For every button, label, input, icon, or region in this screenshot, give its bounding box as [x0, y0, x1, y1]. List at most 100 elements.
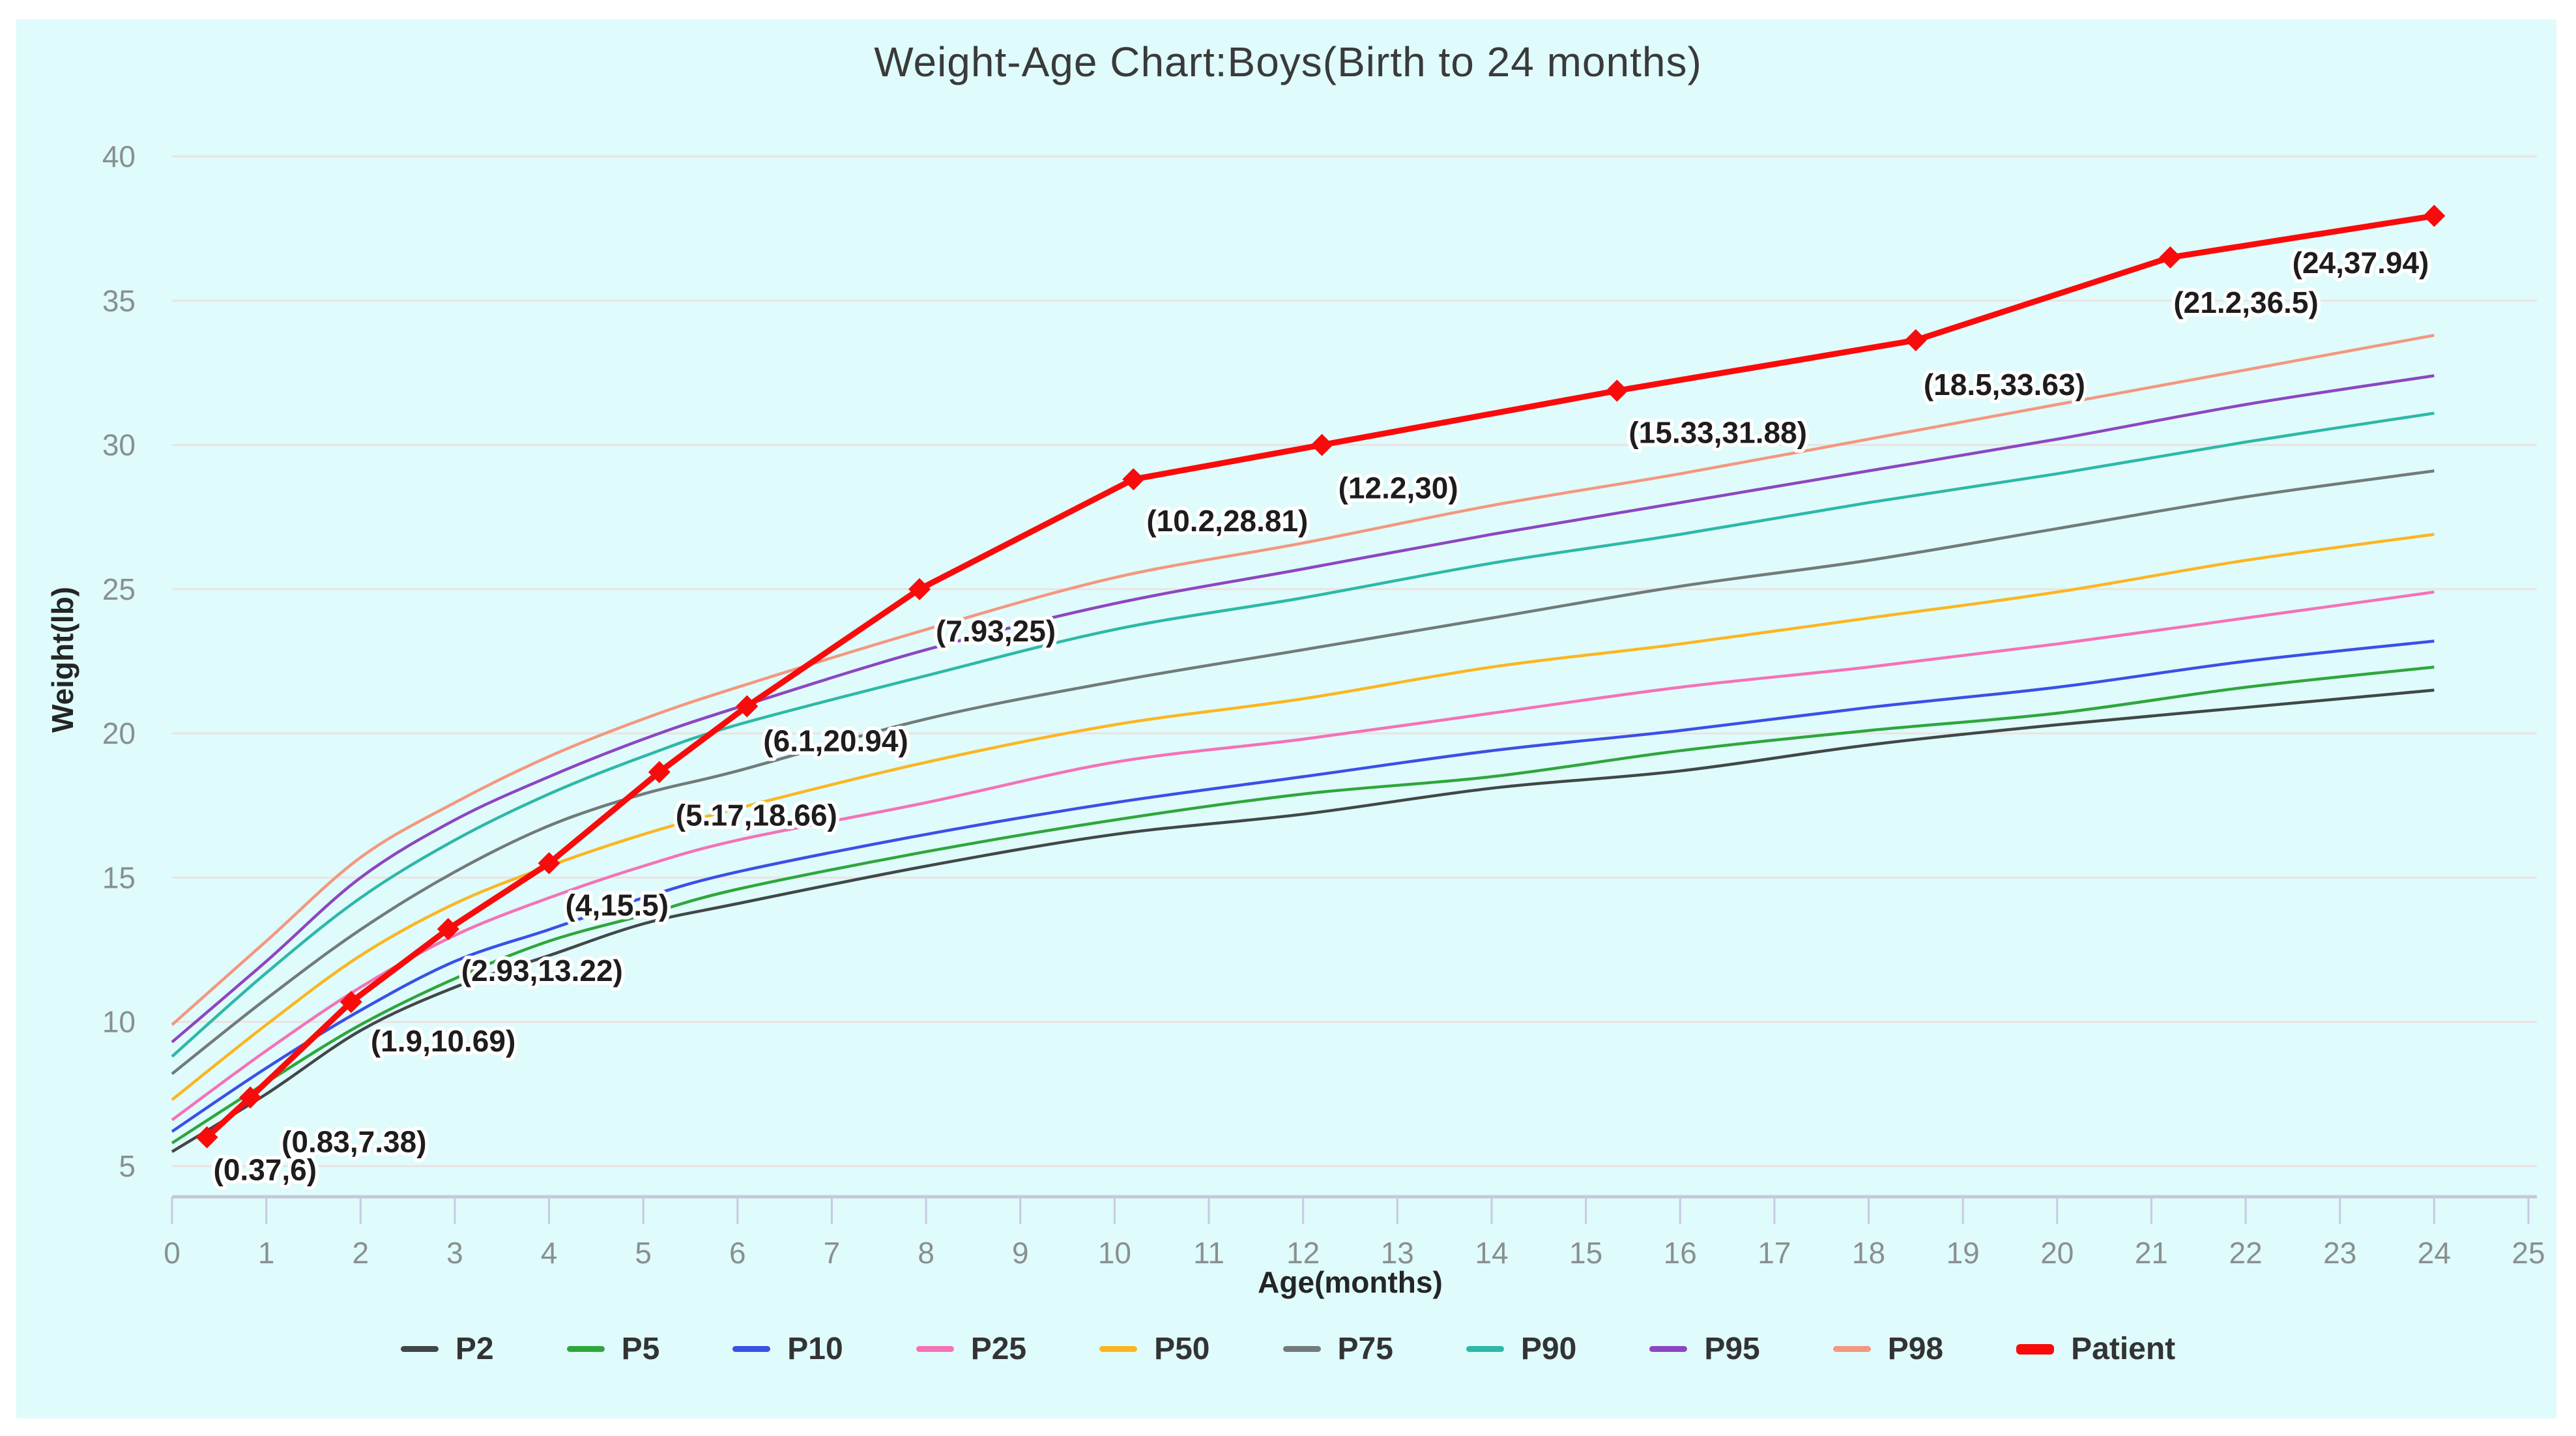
x-tick-label-9: 9	[1012, 1236, 1029, 1270]
patient-line	[204, 212, 2437, 1141]
series-line-P5	[171, 666, 2435, 1145]
x-tick-label-5: 5	[635, 1236, 652, 1270]
x-tick-label-22: 22	[2229, 1236, 2262, 1270]
patient-point-label: (2.93,13.22)	[461, 954, 623, 988]
patient-point-label: (18.5,33.63)	[1924, 368, 2085, 402]
legend-item-p10[interactable]: P10	[732, 1331, 843, 1367]
patient-point-marker-18.5[interactable]	[1904, 329, 1927, 351]
legend-label-p10: P10	[787, 1332, 843, 1366]
legend-label-p5: P5	[621, 1332, 660, 1366]
legend-swatch-p95-icon	[1649, 1346, 1688, 1352]
x-tick-label-8: 8	[918, 1236, 934, 1270]
legend-label-p95: P95	[1704, 1332, 1760, 1366]
patient-point-marker-0.37[interactable]	[195, 1126, 218, 1149]
legend-swatch-p10-icon	[732, 1346, 771, 1352]
x-tick-label-12: 12	[1286, 1236, 1320, 1270]
x-tick-label-19: 19	[1946, 1236, 1980, 1270]
legend-item-p98[interactable]: P98	[1832, 1331, 1944, 1367]
legend-item-p2[interactable]: P2	[400, 1331, 494, 1367]
legend-label-p90: P90	[1520, 1332, 1577, 1366]
legend-label-p2: P2	[455, 1332, 494, 1366]
legend-swatch-p75-icon	[1282, 1346, 1321, 1352]
chart-legend: P2 P5 P10 P25 P50 P75 P90 P95 P98 Patient	[0, 1331, 2576, 1367]
legend-label-patient: Patient	[2071, 1332, 2176, 1366]
y-tick-label-5: 5	[119, 1149, 136, 1183]
y-tick-label-15: 15	[102, 860, 136, 894]
patient-point-marker-24[interactable]	[2423, 205, 2446, 227]
x-tick-label-20: 20	[2040, 1236, 2074, 1270]
legend-swatch-p50-icon	[1099, 1346, 1138, 1352]
legend-item-p90[interactable]: P90	[1466, 1331, 1576, 1367]
patient-point-marker-21.2[interactable]	[2159, 246, 2182, 269]
patient-point-label: (1.9,10.69)	[371, 1024, 515, 1058]
series-line-P50	[171, 533, 2435, 1101]
x-tick-label-10: 10	[1098, 1236, 1131, 1270]
x-tick-label-4: 4	[541, 1236, 558, 1270]
patient-point-marker-12.2[interactable]	[1310, 433, 1333, 456]
series-line-P2	[171, 688, 2435, 1153]
x-tick-label-18: 18	[1852, 1236, 1885, 1270]
x-tick-label-17: 17	[1758, 1236, 1791, 1270]
legend-label-p50: P50	[1154, 1332, 1210, 1366]
patient-point-label: (10.2,28.81)	[1146, 504, 1308, 538]
legend-swatch-p90-icon	[1466, 1346, 1504, 1352]
patient-point-marker-0.83[interactable]	[239, 1086, 262, 1109]
patient-point-label: (24,37.94)	[2293, 246, 2429, 280]
series-line-P98	[171, 334, 2435, 1026]
patient-point-marker-4[interactable]	[538, 852, 560, 875]
patient-point-marker-2.93[interactable]	[437, 918, 459, 941]
legend-item-patient[interactable]: Patient	[2016, 1331, 2175, 1367]
patient-point-label: (0.37,6)	[214, 1153, 317, 1187]
patient-point-label: (6.1,20.94)	[763, 724, 908, 758]
y-tick-label-10: 10	[102, 1005, 136, 1039]
legend-label-p75: P75	[1337, 1332, 1393, 1366]
x-tick-label-13: 13	[1381, 1236, 1414, 1270]
legend-item-p5[interactable]: P5	[566, 1331, 660, 1367]
x-axis-title: Age(months)	[1258, 1265, 1443, 1299]
legend-swatch-p25-icon	[916, 1346, 954, 1352]
patient-point-marker-15.33[interactable]	[1606, 379, 1628, 402]
patient-point-marker-1.9[interactable]	[340, 991, 362, 1014]
x-tick-label-15: 15	[1569, 1236, 1602, 1270]
legend-item-p25[interactable]: P25	[916, 1331, 1026, 1367]
x-tick-label-7: 7	[824, 1236, 841, 1270]
x-tick-label-6: 6	[729, 1236, 746, 1270]
legend-item-p50[interactable]: P50	[1099, 1331, 1210, 1367]
patient-point-marker-10.2[interactable]	[1122, 468, 1145, 491]
y-tick-label-40: 40	[102, 139, 136, 173]
legend-swatch-patient-icon	[2016, 1343, 2055, 1355]
x-tick-label-14: 14	[1475, 1236, 1508, 1270]
series-line-P95	[171, 374, 2435, 1044]
x-tick-label-24: 24	[2418, 1236, 2451, 1270]
patient-point-label: (0.83,7.38)	[282, 1125, 426, 1159]
x-tick-label-0: 0	[164, 1236, 181, 1270]
series-line-P10	[171, 639, 2435, 1133]
x-tick-label-2: 2	[352, 1236, 369, 1270]
y-tick-label-30: 30	[102, 428, 136, 462]
legend-label-p25: P25	[970, 1332, 1027, 1366]
series-line-P75	[171, 469, 2435, 1076]
legend-item-p75[interactable]: P75	[1282, 1331, 1393, 1367]
patient-point-marker-6.1[interactable]	[736, 695, 759, 718]
legend-swatch-p98-icon	[1832, 1346, 1871, 1352]
patient-point-marker-5.17[interactable]	[648, 761, 671, 784]
x-tick-label-23: 23	[2323, 1236, 2356, 1270]
patient-point-label: (21.2,36.5)	[2173, 286, 2318, 319]
x-tick-label-21: 21	[2135, 1236, 2168, 1270]
legend-swatch-p5-icon	[566, 1346, 605, 1352]
patient-point-marker-7.93[interactable]	[908, 578, 931, 600]
legend-label-p98: P98	[1887, 1332, 1944, 1366]
patient-point-label: (7.93,25)	[936, 614, 1056, 648]
chart-title: Weight-Age Chart:Boys(Birth to 24 months…	[874, 38, 1702, 85]
x-tick-label-25: 25	[2511, 1236, 2545, 1270]
x-tick-label-1: 1	[258, 1236, 275, 1270]
patient-point-label: (4,15.5)	[566, 888, 669, 922]
y-tick-label-20: 20	[102, 716, 136, 750]
patient-point-label: (15.33,31.88)	[1628, 415, 1807, 449]
y-tick-label-35: 35	[102, 284, 136, 317]
x-tick-label-16: 16	[1664, 1236, 1697, 1270]
x-tick-label-3: 3	[446, 1236, 463, 1270]
legend-item-p95[interactable]: P95	[1649, 1331, 1760, 1367]
